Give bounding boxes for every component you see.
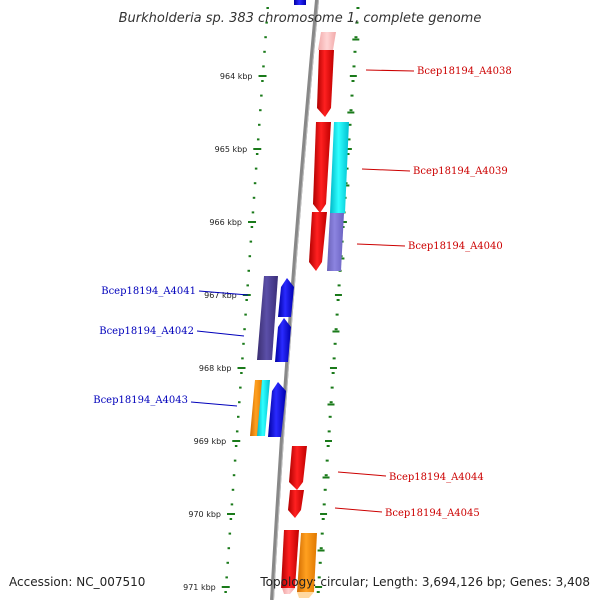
gene-leader-line: [196, 330, 245, 337]
inner-dotted-track: [224, 7, 269, 593]
gene-arrow: [282, 588, 295, 594]
kbp-tick-label: 969 kbp: [194, 437, 227, 446]
gene-arrow: [268, 382, 286, 437]
gene-arrow: [275, 318, 291, 362]
topology-text: Topology: circular; Length: 3,694,126 bp…: [260, 575, 590, 589]
gene-leader-line: [337, 471, 387, 477]
gene-label[interactable]: Bcep18194_A4038: [417, 66, 512, 77]
gene-label[interactable]: Bcep18194_A4041: [101, 286, 196, 297]
gene-arrow: [327, 213, 344, 271]
gene-arrow: [257, 276, 278, 360]
kbp-tick-label: 970 kbp: [188, 510, 221, 519]
gene-arrow: [278, 278, 294, 317]
gene-leader-line: [198, 290, 249, 296]
gene-arrow: [257, 380, 270, 436]
gene-arrow: [309, 212, 327, 271]
gene-label[interactable]: Bcep18194_A4043: [93, 395, 188, 406]
gene-arrow: [281, 530, 299, 588]
gene-arrow: [318, 32, 336, 50]
gene-label[interactable]: Bcep18194_A4040: [408, 241, 503, 252]
gene-leader-line: [356, 243, 406, 247]
kbp-tick-label: 964 kbp: [220, 72, 253, 81]
gene-arrow: [317, 50, 334, 117]
gene-leader-line: [190, 401, 238, 407]
gene-arrow: [330, 122, 349, 213]
gene-label[interactable]: Bcep18194_A4039: [413, 166, 508, 177]
map-title: Burkholderia sp. 383 chromosome 1, compl…: [119, 11, 482, 26]
gene-arrow: [297, 533, 317, 592]
kbp-tick-label: 968 kbp: [199, 364, 232, 373]
kbp-tick-label: 971 kbp: [183, 583, 216, 592]
gene-arrow: [288, 490, 304, 518]
forward-strand-genes: [281, 32, 349, 598]
gene-label[interactable]: Bcep18194_A4045: [385, 508, 480, 519]
gene-arrow: [289, 446, 307, 490]
kbp-tick-label: 966 kbp: [209, 218, 242, 227]
gene-arrow: [297, 592, 314, 598]
gene-leader-line: [334, 507, 383, 513]
kbp-tick-label: 965 kbp: [215, 145, 248, 154]
gene-arrow: [250, 380, 263, 436]
gene-label[interactable]: Bcep18194_A4044: [389, 472, 484, 483]
kbp-scale: 964 kbp 965 kbp 966 kbp 967 kbp 968 kbp 969 k…: [183, 72, 267, 592]
gene-block-stub: [294, 0, 306, 5]
gene-labels: Bcep18194_A4038 Bcep18194_A4039 Bcep18194_…: [93, 66, 512, 519]
gene-label[interactable]: Bcep18194_A4042: [99, 326, 194, 337]
accession-text: Accession: NC_007510: [9, 575, 146, 589]
gene-leader-line: [365, 69, 415, 72]
gene-leader-line: [361, 168, 411, 172]
kbp-tick-label: 967 kbp: [204, 291, 237, 300]
reverse-strand-genes: [250, 276, 294, 437]
chromosome-backbone-highlight: [273, 0, 319, 600]
gene-arrow: [313, 122, 331, 213]
